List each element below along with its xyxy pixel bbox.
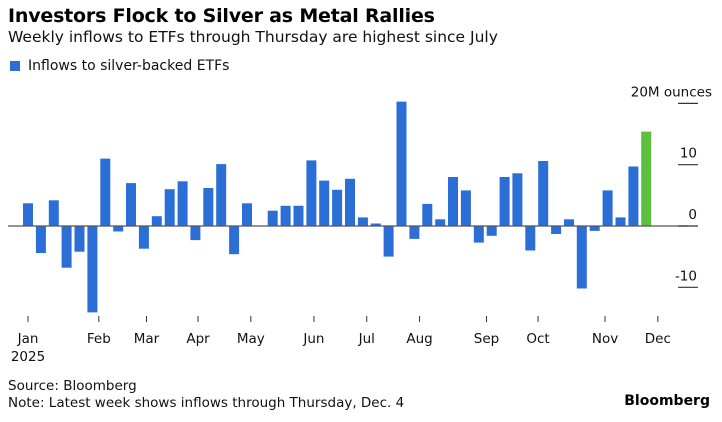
bar [615,217,626,226]
bar [512,173,523,226]
x-tick-label: Jan [17,331,39,347]
bar [448,177,458,226]
x-tick-label: Jul [358,331,375,347]
footnote: Note: Latest week shows inflows through … [8,395,405,411]
bar [280,205,291,226]
bar [589,226,600,231]
bar [100,158,111,226]
chart-subtitle: Weekly inflows to ETFs through Thursday … [8,28,498,46]
bar [177,181,188,226]
x-tick-label: Sep [474,331,499,347]
bar [422,203,433,226]
bar [564,219,574,226]
source-note: Source: Bloomberg [8,378,137,394]
footer: Source: Bloomberg Note: Latest week show… [8,378,404,412]
bar [383,226,394,257]
bar [35,226,46,253]
x-tick-label: Dec [645,331,671,347]
bar [628,166,639,226]
bar [216,164,227,226]
bloomberg-logo: Bloomberg [624,393,710,409]
x-tick-label: Jun [302,331,324,347]
bar [164,189,175,226]
bar [332,189,343,226]
x-tick-year-label: 2025 [11,349,45,365]
bar-latest-week [641,131,652,226]
bar [602,190,613,226]
legend: Inflows to silver-backed ETFs [10,58,229,74]
bar [190,226,201,241]
legend-swatch [10,61,20,71]
x-tick-label: Mar [134,331,160,347]
bar [345,178,355,226]
bar [499,177,510,226]
bar [370,223,381,226]
bar [61,226,72,268]
bar [538,161,549,226]
bar [576,226,587,289]
bar [435,219,446,226]
bar [525,226,536,251]
y-tick-label: 20M ounces [631,84,712,100]
bar [126,183,136,226]
bar [551,226,562,234]
bar [23,203,33,226]
bar [486,226,497,236]
bar [229,226,240,255]
bar [396,101,407,226]
bar [319,180,330,226]
x-tick-label: Apr [186,331,210,347]
bar [473,226,484,243]
bar [267,210,278,226]
bar [293,205,304,226]
y-tick-label: 0 [688,207,697,223]
x-tick-label: May [237,331,265,347]
x-tick-label: Oct [526,331,549,347]
bar [74,226,85,252]
bar [151,216,162,226]
bar [306,160,317,226]
y-tick-label: 10 [680,146,697,162]
y-tick-label: -10 [675,268,697,284]
bar [87,226,98,313]
x-tick-label: Aug [406,331,432,347]
bar [460,190,471,226]
legend-label: Inflows to silver-backed ETFs [28,58,230,74]
bar [113,226,124,232]
x-tick-label: Feb [87,331,111,347]
x-tick-label: Nov [592,331,618,347]
bar [357,217,368,226]
bar [409,226,420,239]
bar [242,203,252,226]
bar [138,226,149,249]
bar [203,188,214,226]
chart-title: Investors Flock to Silver as Metal Ralli… [8,5,435,27]
bar [48,200,59,226]
